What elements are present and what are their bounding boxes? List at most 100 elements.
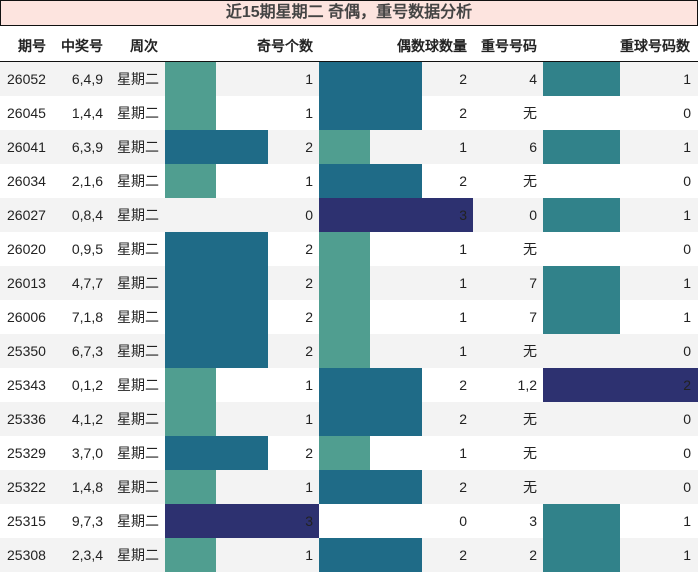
- repeat-numbers-cell: 无: [523, 479, 537, 495]
- repeat-count-cell: 0: [683, 241, 691, 257]
- numbers-cell: 7,1,8: [71, 309, 103, 325]
- even-count-cell: 3: [459, 207, 467, 223]
- odd-count-cell: 2: [305, 309, 313, 325]
- even-count-bar: [319, 164, 422, 198]
- even-count-bar: [319, 300, 370, 334]
- odd-count-cell: 0: [305, 207, 313, 223]
- table-row: 25308 2,3,4 星期二 1 2 2 1: [0, 538, 698, 572]
- even-count-bar: [319, 470, 422, 504]
- weekday-cell: 星期二: [117, 71, 159, 87]
- header-issue: 期号: [18, 38, 46, 54]
- even-count-bar: [319, 130, 370, 164]
- data-table: 期号 中奖号 周次 奇号个数 偶数球数量 重号号码 重球号码数 26052 6,4…: [0, 26, 698, 572]
- weekday-cell: 星期二: [117, 513, 159, 529]
- even-count-cell: 0: [459, 513, 467, 529]
- even-count-bar: [319, 62, 422, 96]
- odd-count-bar: [165, 402, 216, 436]
- repeat-count-cell: 1: [683, 275, 691, 291]
- numbers-cell: 2,3,4: [71, 547, 103, 563]
- even-count-cell: 1: [459, 309, 467, 325]
- table-body: 26052 6,4,9 星期二 1 2 4 1 26045 1,4,4 星期二 1 2 无 0 26041 6…: [0, 62, 698, 572]
- odd-count-cell: 1: [305, 105, 313, 121]
- repeat-count-bar: [543, 504, 620, 538]
- odd-count-bar: [165, 266, 268, 300]
- even-count-cell: 1: [459, 343, 467, 359]
- even-count-cell: 2: [459, 377, 467, 393]
- numbers-cell: 6,4,9: [71, 71, 103, 87]
- repeat-numbers-cell: 0: [529, 207, 537, 223]
- weekday-cell: 星期二: [117, 411, 159, 427]
- even-count-cell: 1: [459, 139, 467, 155]
- even-count-cell: 2: [459, 173, 467, 189]
- repeat-count-bar: [543, 198, 620, 232]
- odd-count-bar: [165, 334, 268, 368]
- odd-count-cell: 3: [305, 513, 313, 529]
- odd-count-bar: [165, 96, 216, 130]
- table-title: 近15期星期二 奇偶，重号数据分析: [0, 0, 698, 26]
- weekday-cell: 星期二: [117, 241, 159, 257]
- repeat-count-cell: 1: [683, 207, 691, 223]
- repeat-count-bar: [543, 300, 620, 334]
- table-row: 26006 7,1,8 星期二 2 1 7 1: [0, 300, 698, 334]
- numbers-cell: 0,1,2: [71, 377, 103, 393]
- numbers-cell: 4,1,2: [71, 411, 103, 427]
- issue-cell: 26041: [7, 139, 46, 155]
- issue-cell: 25336: [7, 411, 46, 427]
- numbers-cell: 4,7,7: [71, 275, 103, 291]
- odd-count-cell: 2: [305, 275, 313, 291]
- repeat-numbers-cell: 无: [523, 105, 537, 121]
- repeat-numbers-cell: 3: [529, 513, 537, 529]
- weekday-cell: 星期二: [117, 343, 159, 359]
- table-row: 26034 2,1,6 星期二 1 2 无 0: [0, 164, 698, 198]
- odd-count-cell: 1: [305, 479, 313, 495]
- odd-count-bar: [165, 538, 216, 572]
- odd-count-cell: 2: [305, 445, 313, 461]
- repeat-count-cell: 0: [683, 411, 691, 427]
- odd-count-bar: [165, 62, 216, 96]
- even-count-cell: 2: [459, 479, 467, 495]
- weekday-cell: 星期二: [117, 139, 159, 155]
- repeat-numbers-cell: 4: [529, 71, 537, 87]
- repeat-numbers-cell: 无: [523, 445, 537, 461]
- odd-count-cell: 1: [305, 71, 313, 87]
- issue-cell: 25315: [7, 513, 46, 529]
- even-count-cell: 1: [459, 275, 467, 291]
- even-count-bar: [319, 232, 370, 266]
- odd-count-bar: [165, 436, 268, 470]
- even-count-cell: 2: [459, 547, 467, 563]
- header-numbers: 中奖号: [61, 38, 103, 54]
- odd-count-cell: 2: [305, 343, 313, 359]
- numbers-cell: 1,4,8: [71, 479, 103, 495]
- weekday-cell: 星期二: [117, 445, 159, 461]
- issue-cell: 25322: [7, 479, 46, 495]
- numbers-cell: 1,4,4: [71, 105, 103, 121]
- header-even-count: 偶数球数量: [397, 38, 467, 54]
- weekday-cell: 星期二: [117, 105, 159, 121]
- repeat-count-cell: 1: [683, 71, 691, 87]
- even-count-cell: 2: [459, 105, 467, 121]
- repeat-numbers-cell: 7: [529, 309, 537, 325]
- repeat-count-cell: 1: [683, 513, 691, 529]
- odd-count-cell: 1: [305, 377, 313, 393]
- issue-cell: 26020: [7, 241, 46, 257]
- numbers-cell: 9,7,3: [71, 513, 103, 529]
- repeat-count-cell: 1: [683, 547, 691, 563]
- repeat-numbers-cell: 无: [523, 241, 537, 257]
- weekday-cell: 星期二: [117, 207, 159, 223]
- odd-count-cell: 2: [305, 241, 313, 257]
- table-row: 26052 6,4,9 星期二 1 2 4 1: [0, 62, 698, 96]
- table-row: 25322 1,4,8 星期二 1 2 无 0: [0, 470, 698, 504]
- repeat-numbers-cell: 1,2: [517, 377, 537, 393]
- issue-cell: 25329: [7, 445, 46, 461]
- repeat-count-bar: [543, 130, 620, 164]
- even-count-bar: [319, 198, 473, 232]
- issue-cell: 26034: [7, 173, 46, 189]
- numbers-cell: 0,9,5: [71, 241, 103, 257]
- issue-cell: 26052: [7, 71, 46, 87]
- weekday-cell: 星期二: [117, 479, 159, 495]
- odd-count-cell: 1: [305, 173, 313, 189]
- issue-cell: 26045: [7, 105, 46, 121]
- repeat-count-cell: 1: [683, 139, 691, 155]
- even-count-cell: 2: [459, 411, 467, 427]
- table-row: 25350 6,7,3 星期二 2 1 无 0: [0, 334, 698, 368]
